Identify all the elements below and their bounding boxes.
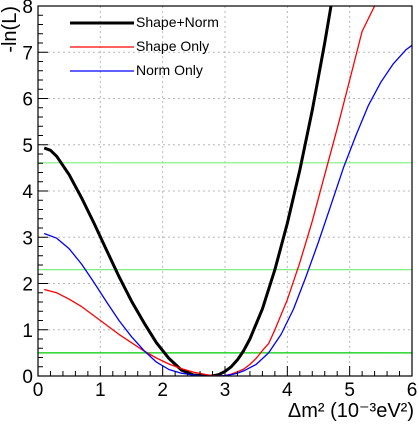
x-tick-label: 4 — [282, 380, 293, 401]
y-tick-labels: 0 1 2 3 4 5 6 7 8 — [22, 0, 33, 388]
y-tick-label: 7 — [22, 43, 33, 64]
series-line-norm-only — [43, 44, 412, 376]
legend-label-shape-only: Shape Only — [136, 38, 209, 54]
x-tick-label: 6 — [407, 380, 418, 401]
y-tick-label: 4 — [22, 182, 33, 203]
y-tick-label: 1 — [22, 321, 33, 342]
x-tick-label: 5 — [344, 380, 355, 401]
y-tick-label: 0 — [22, 367, 33, 388]
legend: Shape+Norm Shape Only Norm Only — [70, 14, 219, 78]
y-tick-label: 2 — [22, 275, 33, 296]
x-tick-label: 3 — [220, 380, 231, 401]
x-tick-label: 1 — [95, 380, 106, 401]
y-tick-label: 8 — [22, 0, 33, 18]
x-tick-label: 2 — [157, 380, 168, 401]
x-tick-label: 0 — [33, 380, 44, 401]
series-line-shape-norm — [43, 6, 333, 376]
x-tick-labels: 0 1 2 3 4 5 6 — [33, 380, 418, 401]
y-tick-label: 5 — [22, 136, 33, 157]
legend-label-shape-norm: Shape+Norm — [136, 14, 219, 30]
x-axis-title: Δm² (10⁻³eV²) — [288, 400, 414, 422]
y-axis-title: -ln(L) — [0, 6, 21, 53]
reference-lines — [38, 162, 412, 354]
legend-label-norm-only: Norm Only — [136, 62, 203, 78]
y-tick-label: 6 — [22, 90, 33, 111]
grid — [37, 5, 413, 377]
axis-ticks — [37, 5, 413, 377]
y-tick-label: 3 — [22, 228, 33, 249]
